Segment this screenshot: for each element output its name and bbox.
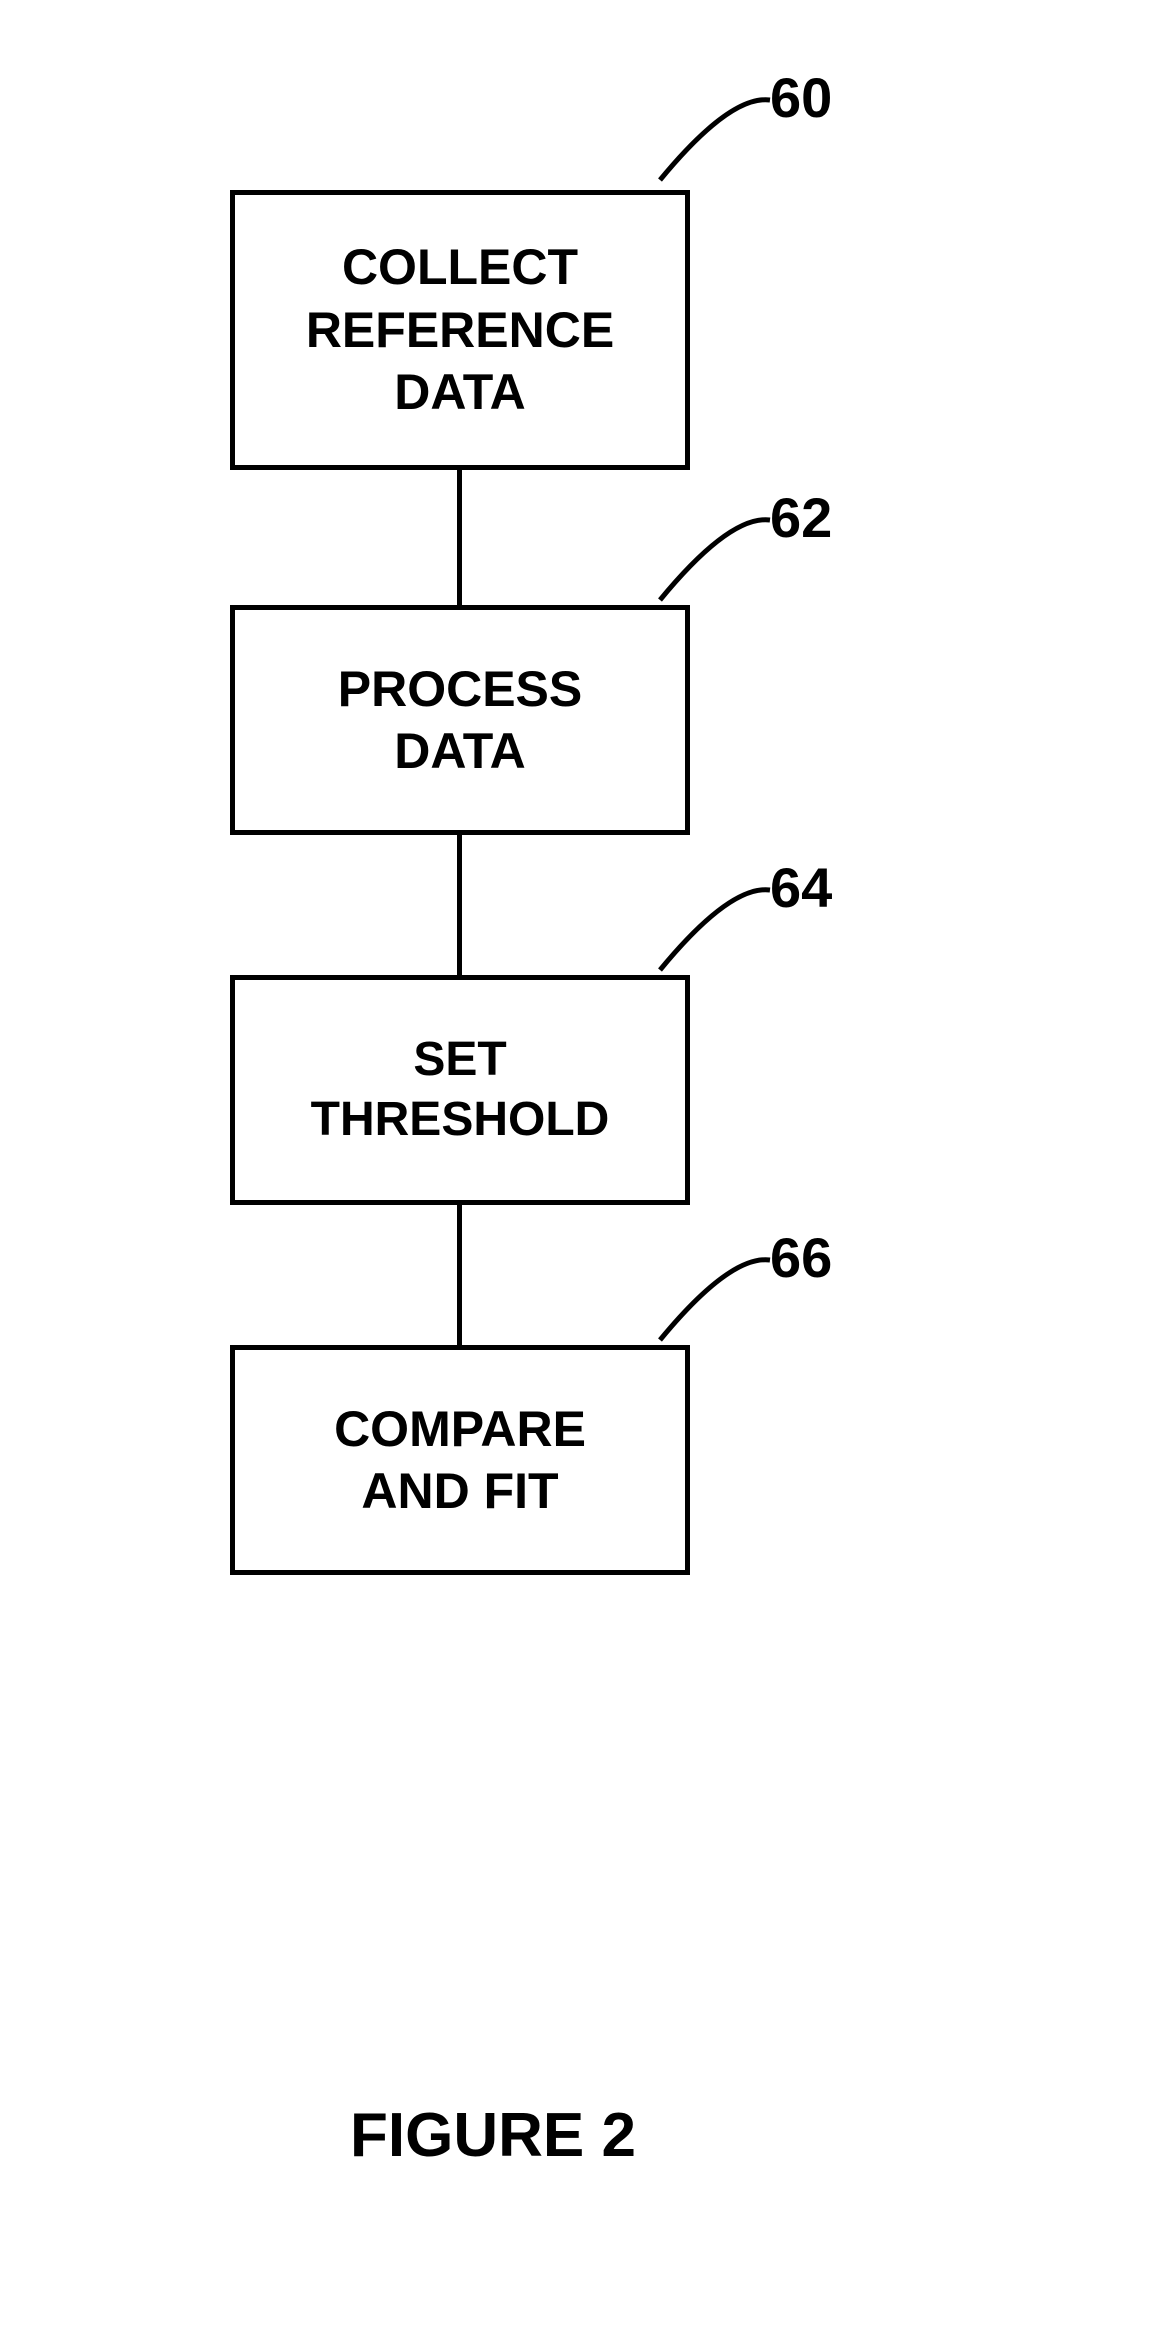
- flowchart-box-text: COLLECT REFERENCE DATA: [306, 236, 614, 424]
- flowchart-box: PROCESS DATA: [230, 605, 690, 835]
- flowchart-box: COMPARE AND FIT: [230, 1345, 690, 1575]
- figure-caption: FIGURE 2: [350, 2100, 636, 2171]
- leader-line: [650, 1245, 780, 1350]
- leader-line: [650, 875, 780, 980]
- flowchart-connector: [457, 470, 462, 605]
- flowchart-connector: [457, 1205, 462, 1345]
- flowchart-box: SET THRESHOLD: [230, 975, 690, 1205]
- leader-line: [650, 505, 780, 610]
- flowchart-box-text: COMPARE AND FIT: [334, 1398, 586, 1523]
- flowchart-box: COLLECT REFERENCE DATA: [230, 190, 690, 470]
- flowchart-connector: [457, 835, 462, 975]
- flowchart-box-text: SET THRESHOLD: [311, 1030, 610, 1150]
- flowchart-box-text: PROCESS DATA: [338, 658, 583, 783]
- leader-line: [650, 85, 780, 190]
